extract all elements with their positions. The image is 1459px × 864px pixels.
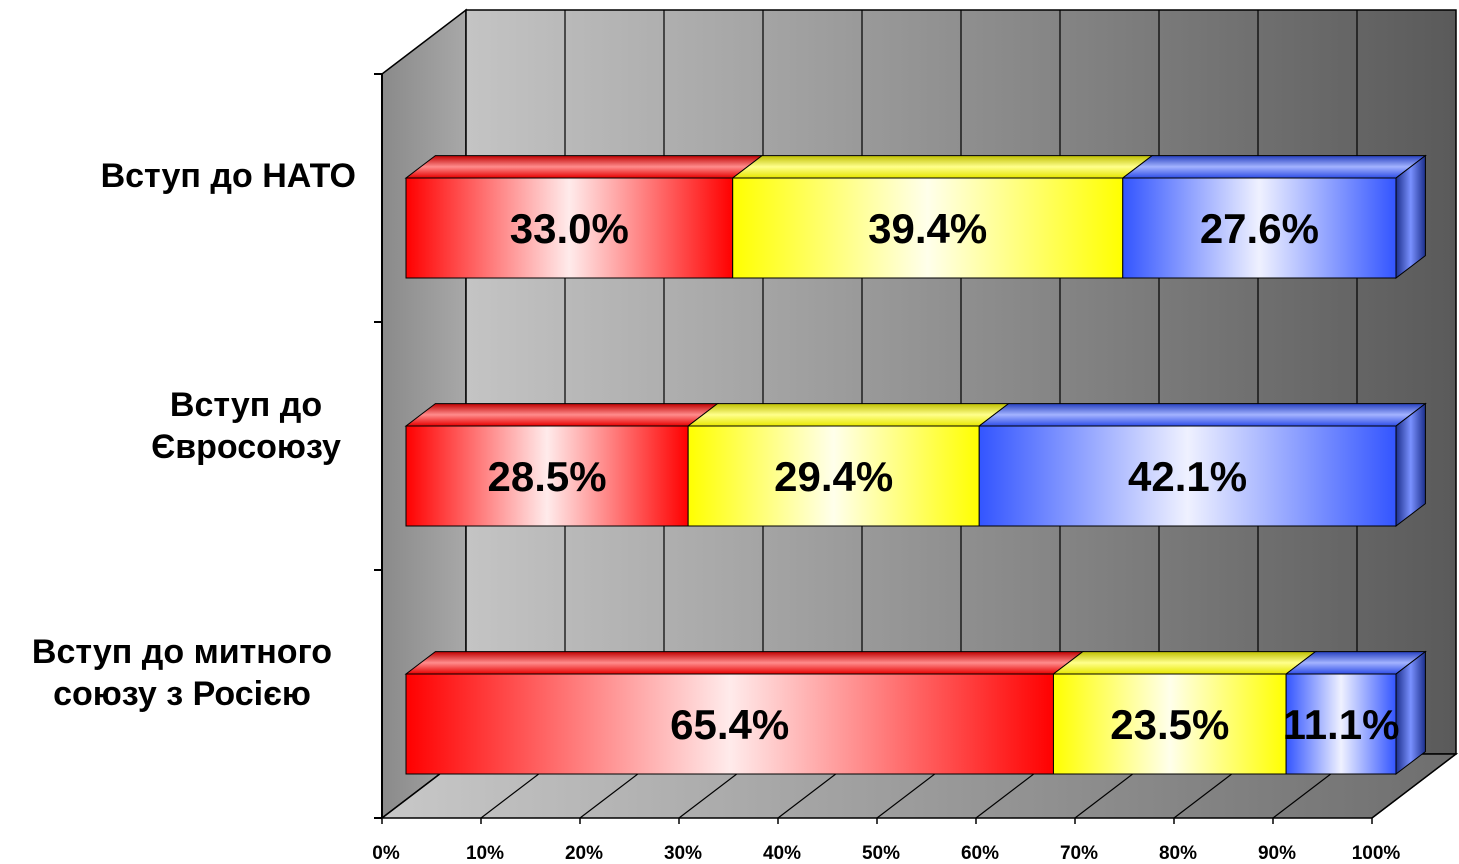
category-label: Вступ до митного bbox=[32, 633, 332, 671]
category-label: Вступ до bbox=[170, 386, 322, 424]
x-tick-label: 100% bbox=[1352, 843, 1401, 864]
x-tick-label: 70% bbox=[1060, 843, 1098, 864]
bar-side bbox=[1395, 650, 1426, 776]
bar-side bbox=[1395, 402, 1426, 528]
data-label: 27.6% bbox=[1200, 205, 1319, 252]
data-label: 23.5% bbox=[1110, 701, 1229, 748]
bar-top bbox=[1051, 651, 1317, 675]
bar-top bbox=[731, 155, 1154, 179]
gridline-floor bbox=[1371, 753, 1457, 819]
data-label: 39.4% bbox=[868, 205, 987, 252]
bar-segment bbox=[978, 425, 1397, 527]
bar-top bbox=[686, 403, 1011, 427]
bar-segment bbox=[1122, 177, 1397, 279]
x-tick-label: 20% bbox=[565, 843, 603, 864]
category-label: Вступ до НАТО bbox=[101, 157, 356, 195]
data-label: 11.1% bbox=[1283, 701, 1400, 748]
bar-side bbox=[1395, 154, 1426, 280]
bar-segment bbox=[405, 177, 734, 279]
bar-top bbox=[404, 651, 1085, 675]
x-tick-label: 80% bbox=[1159, 843, 1197, 864]
x-tick-label: 30% bbox=[664, 843, 702, 864]
bar-segment bbox=[687, 425, 980, 527]
category-label: союзу з Росією bbox=[53, 675, 311, 713]
x-tick-label: 60% bbox=[961, 843, 999, 864]
data-label: 29.4% bbox=[774, 453, 893, 500]
x-tick-label: 0% bbox=[372, 843, 400, 864]
bar-top bbox=[1121, 155, 1427, 179]
x-tick-label: 10% bbox=[466, 843, 504, 864]
data-label: 65.4% bbox=[670, 701, 789, 748]
data-label: 42.1% bbox=[1128, 453, 1247, 500]
bar-top bbox=[404, 155, 764, 179]
bar-top bbox=[404, 403, 720, 427]
bar-segment bbox=[732, 177, 1124, 279]
x-tick-label: 90% bbox=[1258, 843, 1296, 864]
x-tick-label: 50% bbox=[862, 843, 900, 864]
data-label: 33.0% bbox=[510, 205, 629, 252]
bar-segment bbox=[1052, 673, 1287, 775]
bar-top bbox=[977, 403, 1427, 427]
bar-segment bbox=[405, 425, 689, 527]
category-label: Євросоюзу bbox=[151, 428, 341, 466]
bar-segment bbox=[1285, 673, 1397, 775]
bar-segment bbox=[405, 673, 1054, 775]
x-tick-label: 40% bbox=[763, 843, 801, 864]
data-label: 28.5% bbox=[488, 453, 607, 500]
